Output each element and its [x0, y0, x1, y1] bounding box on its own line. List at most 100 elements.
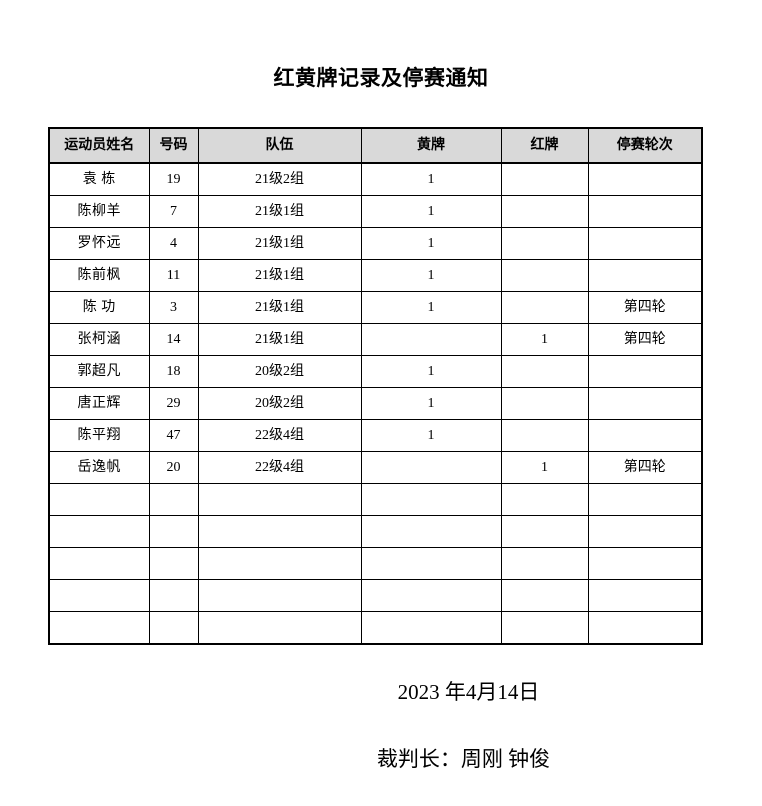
table-cell-empty — [500, 419, 589, 452]
chief-referee-signature: 裁判长：周刚 钟俊 — [376, 747, 551, 771]
table-cell-num: 4 — [148, 227, 199, 260]
table-cell-empty — [360, 515, 502, 548]
table-cell-num: 29 — [148, 387, 199, 420]
table-cell-empty — [148, 611, 199, 645]
table-cell-team: 21级1组 — [197, 323, 362, 356]
table-cell-red: 1 — [500, 451, 589, 484]
table-row: 罗怀远 4 21级1组 1 — [48, 227, 703, 260]
table-cell-team: 21级1组 — [197, 195, 362, 228]
table-cell-empty — [148, 515, 199, 548]
table-cell-empty — [500, 611, 589, 645]
table-cell-yellow: 1 — [360, 259, 502, 292]
table-cell-red: 1 — [500, 323, 589, 356]
column-header-suspension: 停赛轮次 — [587, 127, 703, 164]
table-header-row: 运动员姓名 号码 队伍 黄牌 红牌 停赛轮次 — [48, 127, 703, 164]
table-cell-name: 袁 栋 — [48, 162, 150, 196]
table-cell-team: 21级1组 — [197, 291, 362, 324]
table-cell-empty — [360, 323, 502, 356]
table-cell-empty — [500, 195, 589, 228]
table-cell-yellow: 1 — [360, 227, 502, 260]
table-cell-empty — [197, 483, 362, 516]
table-cell-yellow: 1 — [360, 355, 502, 388]
table-cell-empty — [587, 579, 703, 612]
table-cell-name: 郭超凡 — [48, 355, 150, 388]
table-cell-num: 7 — [148, 195, 199, 228]
table-cell-yellow: 1 — [360, 162, 502, 196]
table-header: 运动员姓名 号码 队伍 黄牌 红牌 停赛轮次 — [48, 127, 703, 164]
document-date: 2023 年4月14日 — [397, 680, 540, 704]
table-cell-empty — [197, 579, 362, 612]
column-header-yellow-card: 黄牌 — [360, 127, 502, 164]
table-cell-name: 岳逸帆 — [48, 451, 150, 484]
table-cell-team: 20级2组 — [197, 387, 362, 420]
table-cell-empty — [148, 483, 199, 516]
table-row — [48, 515, 703, 548]
column-header-number: 号码 — [148, 127, 199, 164]
table-cell-empty — [197, 547, 362, 580]
table-cell-name: 张柯涵 — [48, 323, 150, 356]
table-cell-empty — [587, 483, 703, 516]
table-cell-empty — [48, 611, 150, 645]
table-row: 郭超凡 18 20级2组 1 — [48, 355, 703, 388]
table-cell-team: 20级2组 — [197, 355, 362, 388]
table-cell-empty — [148, 547, 199, 580]
table-cell-num: 3 — [148, 291, 199, 324]
table-cell-empty — [360, 451, 502, 484]
table-cell-empty — [587, 227, 703, 260]
table-cell-team: 21级1组 — [197, 259, 362, 292]
table-cell-empty — [148, 579, 199, 612]
table-cell-empty — [360, 547, 502, 580]
table-cell-yellow: 1 — [360, 195, 502, 228]
column-header-athlete-name: 运动员姓名 — [48, 127, 150, 164]
table-row: 袁 栋 19 21级2组 1 — [48, 162, 703, 196]
table-cell-empty — [48, 515, 150, 548]
table-cell-susp: 第四轮 — [587, 291, 703, 324]
table-cell-team: 21级2组 — [197, 162, 362, 196]
table-cell-name: 唐正辉 — [48, 387, 150, 420]
table-cell-empty — [587, 515, 703, 548]
table-cell-empty — [197, 611, 362, 645]
table-cell-name: 陈柳羊 — [48, 195, 150, 228]
table-cell-empty — [500, 355, 589, 388]
table-row: 陈前枫 11 21级1组 1 — [48, 259, 703, 292]
table-cell-susp: 第四轮 — [587, 451, 703, 484]
table-cell-yellow: 1 — [360, 291, 502, 324]
table-row: 陈 功 3 21级1组 1 第四轮 — [48, 291, 703, 324]
table-cell-empty — [587, 355, 703, 388]
table-cell-empty — [360, 611, 502, 645]
table-cell-empty — [500, 259, 589, 292]
table-cell-empty — [587, 387, 703, 420]
table-cell-num: 19 — [148, 162, 199, 196]
table-cell-empty — [500, 387, 589, 420]
table-cell-empty — [500, 291, 589, 324]
table-cell-empty — [500, 515, 589, 548]
table-row: 陈平翔 47 22级4组 1 — [48, 419, 703, 452]
table-cell-num: 20 — [148, 451, 199, 484]
table-row — [48, 611, 703, 645]
table-cell-num: 18 — [148, 355, 199, 388]
table-cell-name: 罗怀远 — [48, 227, 150, 260]
table-cell-empty — [587, 162, 703, 196]
table-cell-empty — [48, 579, 150, 612]
table-cell-empty — [500, 162, 589, 196]
table-cell-empty — [48, 483, 150, 516]
table-row — [48, 547, 703, 580]
table-cell-empty — [500, 483, 589, 516]
table-cell-yellow: 1 — [360, 419, 502, 452]
cards-record-table: 运动员姓名 号码 队伍 黄牌 红牌 停赛轮次 袁 栋 19 21级2组 1 陈柳羊 7 21… — [48, 127, 703, 645]
table-cell-name: 陈前枫 — [48, 259, 150, 292]
table-cell-empty — [587, 259, 703, 292]
table-row: 唐正辉 29 20级2组 1 — [48, 387, 703, 420]
table-cell-empty — [587, 611, 703, 645]
table-cell-team: 22级4组 — [197, 419, 362, 452]
page-title: 红黄牌记录及停赛通知 — [273, 66, 489, 90]
table-row — [48, 483, 703, 516]
table-row: 岳逸帆 20 22级4组 1 第四轮 — [48, 451, 703, 484]
table-cell-yellow: 1 — [360, 387, 502, 420]
table-cell-team: 22级4组 — [197, 451, 362, 484]
table-cell-empty — [587, 195, 703, 228]
table-cell-empty — [360, 579, 502, 612]
table-cell-empty — [587, 419, 703, 452]
table-cell-susp: 第四轮 — [587, 323, 703, 356]
